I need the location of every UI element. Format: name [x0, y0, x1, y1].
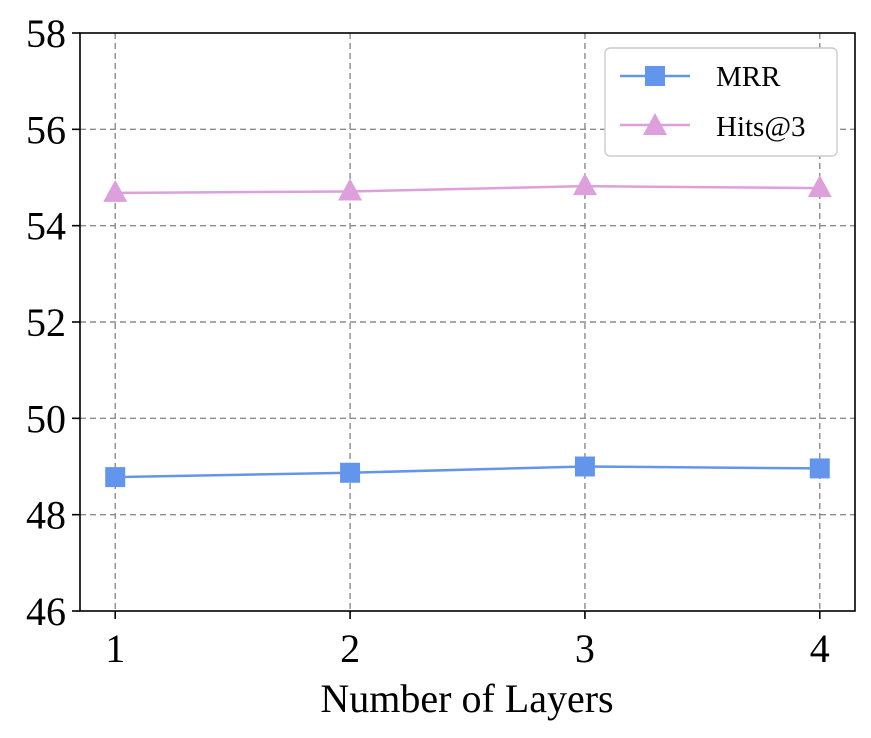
data-point-hits3	[807, 175, 832, 198]
legend-label-mrr: MRR	[716, 61, 781, 93]
y-tick-label: 46	[26, 589, 66, 634]
y-tick-label: 54	[26, 204, 66, 249]
x-tick-label: 3	[575, 626, 595, 671]
y-axis-ticks: 46 48 50 52 54 56 58	[26, 11, 80, 634]
legend-marker-hits3	[643, 113, 667, 135]
y-tick-label: 52	[26, 300, 66, 345]
y-tick-label: 56	[26, 107, 66, 152]
series-line-hits3	[115, 184, 820, 195]
x-tick-label: 4	[810, 626, 830, 671]
data-point-mrr	[574, 456, 595, 477]
x-tick-label: 1	[105, 626, 125, 671]
data-point-hits3	[572, 173, 597, 196]
series-line-mrr	[115, 465, 820, 479]
y-tick-label: 50	[26, 396, 66, 441]
legend-label-hits3: Hits@3	[716, 111, 806, 143]
series-layer	[103, 173, 832, 488]
data-point-mrr	[105, 467, 126, 488]
legend-marker-mrr	[645, 66, 665, 86]
data-point-hits3	[103, 179, 128, 202]
data-point-mrr	[809, 458, 830, 479]
y-tick-label: 58	[26, 11, 66, 56]
x-axis-ticks: 1 2 3 4	[105, 611, 830, 671]
y-tick-label: 48	[26, 493, 66, 538]
x-axis-label: Number of Layers	[320, 676, 613, 721]
legend: MRR Hits@3	[604, 47, 838, 157]
data-point-mrr	[340, 462, 361, 483]
data-point-hits3	[338, 178, 363, 201]
x-tick-label: 2	[340, 626, 360, 671]
